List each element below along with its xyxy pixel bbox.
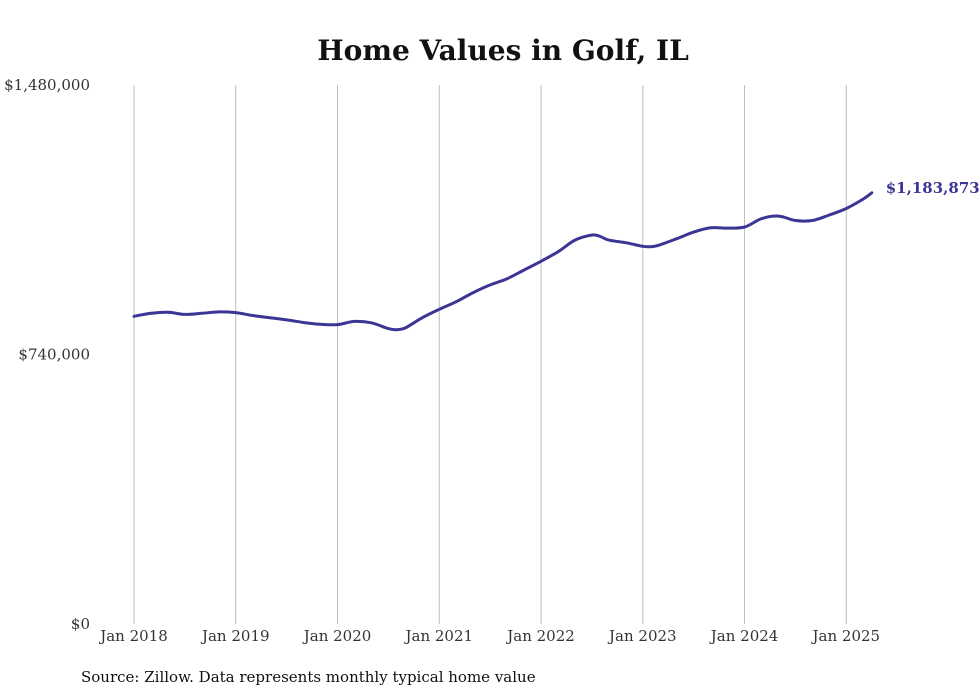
- series-lines: [132, 191, 874, 332]
- x-axis-ticks: Jan 2018 Jan 2019 Jan 2020 Jan 2021 Jan 2022…: [98, 627, 880, 645]
- x-tick-label: Jan 2018: [98, 627, 168, 645]
- x-tick-label: Jan 2023: [607, 627, 677, 645]
- y-tick-label: $1,480,000: [4, 76, 90, 94]
- x-tick-label: Jan 2022: [505, 627, 575, 645]
- y-tick-label: $0: [71, 615, 90, 633]
- end-value-label: $1,183,873: [886, 179, 980, 197]
- y-axis-ticks: $0 $740,000 $1,480,000: [4, 76, 90, 633]
- x-tick-label: Jan 2019: [200, 627, 270, 645]
- y-tick-label: $740,000: [18, 346, 90, 364]
- series-line: [132, 191, 874, 332]
- x-tick-label: Jan 2021: [403, 627, 473, 645]
- gridlines: [133, 85, 847, 624]
- chart-title: Home Values in Golf, IL: [317, 34, 689, 67]
- end-labels: $1,183,873: [886, 179, 980, 197]
- x-tick-label: Jan 2020: [302, 627, 372, 645]
- x-tick-label: Jan 2025: [811, 627, 881, 645]
- x-tick-label: Jan 2024: [709, 627, 779, 645]
- source-note: Source: Zillow. Data represents monthly …: [81, 668, 536, 686]
